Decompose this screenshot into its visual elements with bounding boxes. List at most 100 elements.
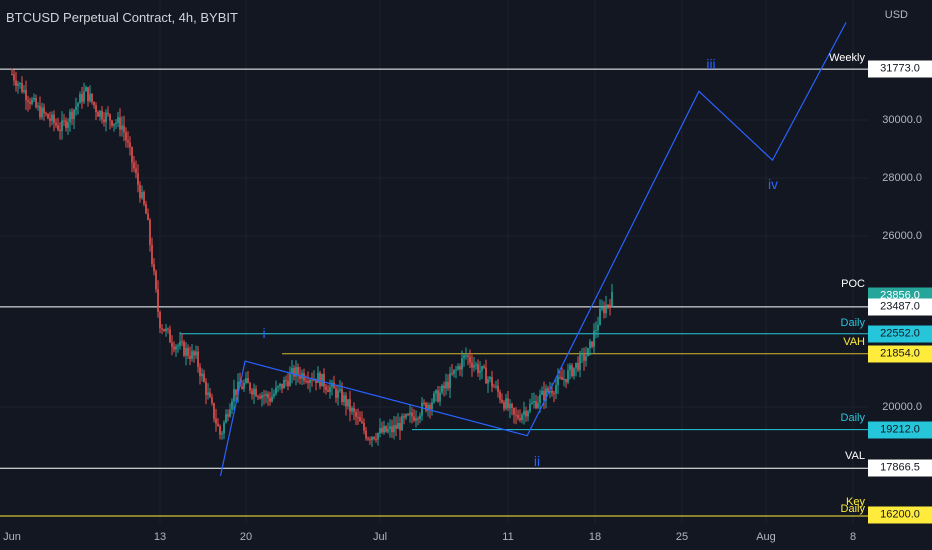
price-chart[interactable] — [0, 0, 868, 523]
candle-body — [371, 436, 373, 440]
candle-body — [569, 365, 571, 371]
candle-body — [157, 289, 159, 312]
candle-body — [37, 105, 39, 108]
candle-body — [519, 418, 521, 421]
candle-body — [19, 83, 21, 85]
candle-body — [35, 97, 37, 108]
candle-body — [167, 328, 169, 330]
candle-body — [39, 105, 41, 118]
price-axis[interactable]: USD 30000.0 28000.0 26000.0 20000.0 — [868, 0, 932, 523]
candle-body — [49, 118, 51, 121]
candle-body — [433, 393, 435, 403]
candle-body — [597, 324, 599, 331]
candle-body — [233, 389, 235, 402]
candle-body — [331, 382, 333, 387]
candle-body — [173, 346, 175, 350]
candle-body — [79, 94, 81, 104]
candle-body — [127, 140, 129, 143]
candle-body — [85, 87, 87, 92]
candle-body — [211, 397, 213, 404]
candle-body — [427, 405, 429, 411]
candle-body — [169, 329, 171, 343]
candle-body — [375, 438, 377, 440]
candle-body — [343, 395, 345, 403]
candle-body — [261, 395, 263, 399]
candle-body — [509, 403, 511, 409]
candle-body — [93, 101, 95, 106]
date-label: 13 — [153, 531, 167, 543]
candle-body — [105, 112, 107, 123]
candle-body — [463, 355, 465, 359]
candle-body — [479, 370, 481, 373]
candle-body — [497, 385, 499, 393]
candle-body — [533, 401, 535, 403]
date-label: 8 — [849, 531, 857, 543]
candle-body — [511, 403, 513, 409]
candle-body — [407, 414, 409, 416]
candle-body — [541, 390, 543, 395]
candle-body — [63, 120, 65, 122]
candle-body — [461, 358, 463, 370]
candle-body — [531, 402, 533, 404]
candle-body — [459, 366, 461, 370]
candle-body — [307, 381, 309, 383]
candle-body — [165, 328, 167, 332]
date-label: 25 — [675, 531, 689, 543]
candle-body — [489, 377, 491, 380]
candle-body — [345, 395, 347, 407]
candle-body — [189, 355, 191, 359]
candle-body — [13, 74, 15, 81]
candle-body — [227, 414, 229, 417]
candle-body — [27, 100, 29, 102]
candle-body — [21, 83, 23, 92]
price-tick: 28000.0 — [882, 172, 922, 184]
candle-body — [443, 385, 445, 389]
candle-body — [67, 122, 69, 128]
candle-body — [285, 380, 287, 382]
candle-body — [553, 393, 555, 395]
candle-body — [241, 386, 243, 389]
candle-body — [603, 307, 605, 314]
candle-body — [455, 369, 457, 371]
candle-body — [397, 422, 399, 429]
candle-body — [439, 392, 441, 402]
candle-body — [337, 390, 339, 398]
candle-body — [351, 408, 353, 412]
candle-body — [377, 433, 379, 440]
candle-body — [293, 368, 295, 377]
price-tag-current: 23487.0 — [868, 298, 932, 316]
candle-body — [273, 393, 275, 397]
candle-body — [97, 112, 99, 117]
candle-body — [83, 91, 85, 102]
candle-body — [373, 436, 375, 439]
candle-body — [193, 351, 195, 356]
candle-body — [503, 402, 505, 409]
candle-body — [611, 291, 613, 308]
chart-area[interactable] — [0, 0, 868, 523]
candle-body — [121, 125, 123, 130]
candle-body — [581, 353, 583, 355]
candle-body — [391, 426, 393, 433]
candle-body — [163, 329, 165, 332]
candle-body — [317, 372, 319, 383]
candle-body — [231, 401, 233, 410]
candle-body — [73, 109, 75, 120]
candle-body — [203, 373, 205, 382]
candle-body — [155, 271, 157, 290]
time-axis[interactable] — [0, 523, 868, 550]
candle-body — [245, 378, 247, 383]
candle-body — [523, 410, 525, 415]
price-tick: 26000.0 — [882, 230, 922, 242]
candle-body — [425, 403, 427, 411]
candle-body — [525, 410, 527, 417]
candle-body — [243, 382, 245, 389]
candle-body — [437, 390, 439, 402]
candle-body — [429, 405, 431, 410]
candle-body — [23, 90, 25, 92]
price-tag-key-daily: 16200.0 — [868, 506, 932, 524]
candle-body — [361, 421, 363, 423]
candle-body — [17, 83, 19, 86]
symbol-title[interactable]: BTCUSD Perpetual Contract, 4h, BYBIT — [6, 10, 238, 25]
candle-body — [607, 304, 609, 306]
candle-body — [151, 245, 153, 265]
